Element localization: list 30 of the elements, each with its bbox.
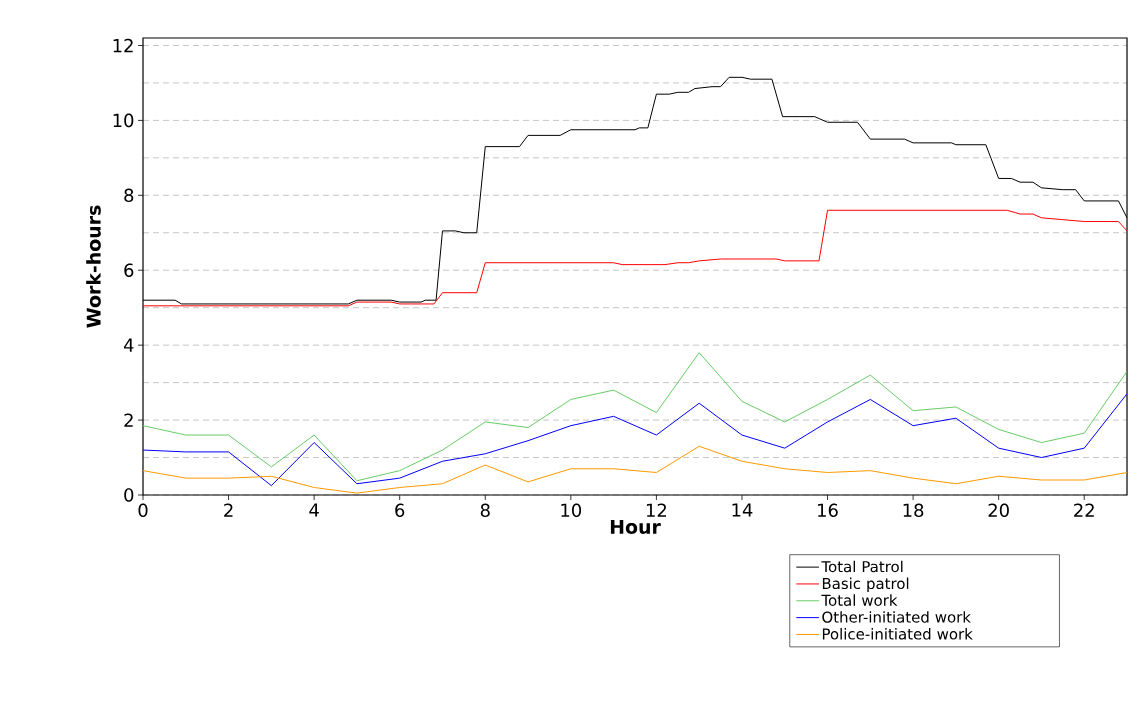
legend-label: Total Patrol [821, 560, 903, 573]
legend-label: Other-initiated work [822, 611, 971, 623]
x-tick-label: 6 [395, 503, 405, 518]
line-series [143, 209, 1128, 307]
legend-label: Police-initiated work [822, 628, 973, 640]
y-tick-label: 0 [124, 488, 134, 502]
y-tick-label: 6 [124, 263, 134, 278]
legend-label: Basic patrol [822, 577, 909, 592]
x-tick-label: 8 [480, 503, 490, 518]
line-series [143, 393, 1128, 487]
x-tick-label: 22 [1074, 503, 1094, 517]
x-tick-label: 12 [646, 503, 667, 517]
y-tick-label: 2 [124, 413, 133, 427]
y-tick-label: 10 [113, 113, 134, 128]
x-tick-label: 18 [903, 503, 924, 518]
x-tick-label: 10 [561, 503, 582, 518]
y-tick-label: 8 [124, 188, 134, 203]
x-tick-label: 16 [818, 503, 838, 518]
line-series [143, 352, 1128, 482]
x-tick-label: 20 [988, 503, 1009, 518]
y-tick-label: 12 [113, 38, 133, 53]
x-tick-label: 2 [224, 503, 233, 517]
x-tick-label: 14 [732, 503, 753, 517]
x-tick-label: 4 [309, 503, 319, 517]
x-axis-title: Hour [610, 519, 661, 534]
y-tick-label: 4 [123, 338, 134, 352]
legend-label: Total work [821, 594, 898, 606]
x-tick-label: 0 [138, 503, 148, 518]
line-series [143, 445, 1128, 494]
y-axis-title: Work-hours [86, 205, 101, 328]
